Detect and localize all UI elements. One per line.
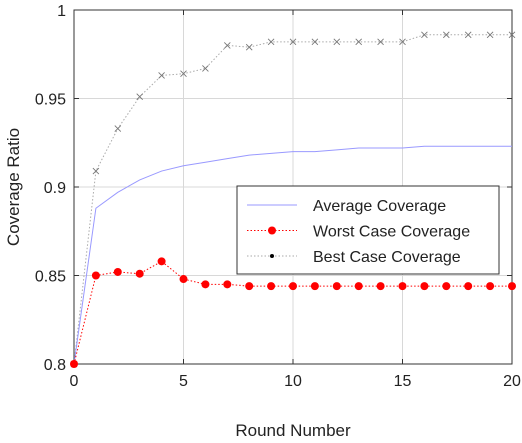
legend: Average Coverage Worst Case Coverage Best … (236, 185, 500, 275)
legend-box (236, 185, 500, 275)
data-point-x (223, 42, 231, 49)
data-point-dot (157, 257, 166, 266)
data-point-x (377, 38, 384, 46)
data-point-x (114, 125, 122, 132)
y-axis-title: Coverage Ratio (4, 128, 23, 246)
data-point-x (311, 38, 319, 46)
x-tick-label: 5 (179, 373, 188, 390)
legend-marker (270, 254, 274, 258)
data-point-dot (245, 282, 254, 291)
data-point-dot (486, 282, 495, 291)
data-point-x (267, 38, 275, 46)
series-average-coverage (73, 145, 512, 365)
legend-item: Best Case Coverage (247, 249, 461, 266)
legend-items: Average Coverage Worst Case Coverage Best … (247, 198, 470, 266)
data-point-x (355, 38, 363, 46)
data-point-dot (354, 282, 363, 291)
y-tick-label: 0.95 (35, 92, 66, 109)
legend-label: Best Case Coverage (313, 249, 461, 266)
data-point-dot (376, 282, 385, 291)
data-point-dot (223, 280, 232, 289)
x-tick-label: 15 (394, 373, 412, 390)
data-point-x (399, 38, 406, 46)
series-line (73, 145, 512, 365)
data-point-x (92, 167, 100, 175)
data-point-dot (332, 282, 341, 291)
data-point-x (180, 70, 187, 78)
data-point-x (486, 31, 494, 39)
data-point-dot (398, 282, 407, 291)
data-point-dot (179, 275, 188, 284)
data-point-x (508, 31, 516, 39)
legend-item: Worst Case Coverage (247, 224, 470, 241)
data-point-x (289, 38, 297, 46)
data-point-dot (442, 282, 451, 291)
data-point-dot (135, 269, 144, 278)
y-tick-label: 1 (57, 3, 66, 20)
data-point-dot (420, 282, 429, 291)
data-point-dot (113, 267, 122, 276)
data-point-dot (289, 282, 297, 291)
data-point-dot (91, 271, 100, 280)
y-tick-label: 0.8 (44, 357, 66, 374)
x-tick-label: 20 (503, 373, 521, 390)
data-point-dot (310, 282, 319, 291)
y-tick-label: 0.9 (44, 180, 66, 197)
series-worst-case-coverage (70, 257, 516, 368)
series-line (73, 34, 512, 365)
data-point-dot (508, 282, 516, 291)
data-point-dot (464, 282, 473, 291)
legend-item: Average Coverage (247, 198, 446, 215)
x-axis-title: Round Number (235, 421, 351, 440)
data-point-x (158, 72, 165, 79)
legend-label: Worst Case Coverage (313, 224, 470, 241)
x-tick-label: 0 (70, 373, 79, 390)
axis-ticks: 0 5 10 15 20 0.8 0.85 0.9 0.95 1 (35, 3, 521, 390)
data-point-dot (201, 280, 210, 289)
data-point-x (202, 65, 209, 72)
data-point-dot (70, 360, 78, 368)
data-point-x (333, 38, 341, 46)
legend-marker (268, 226, 276, 235)
data-point-dot (267, 282, 276, 291)
data-point-x (245, 43, 253, 51)
data-point-x (464, 31, 472, 39)
x-tick-label: 10 (284, 373, 302, 390)
data-point-x (442, 31, 450, 39)
data-point-x (136, 93, 144, 101)
legend-label: Average Coverage (313, 198, 446, 215)
data-point-x (421, 31, 428, 39)
y-tick-label: 0.85 (35, 269, 66, 286)
series-layer (70, 31, 516, 368)
